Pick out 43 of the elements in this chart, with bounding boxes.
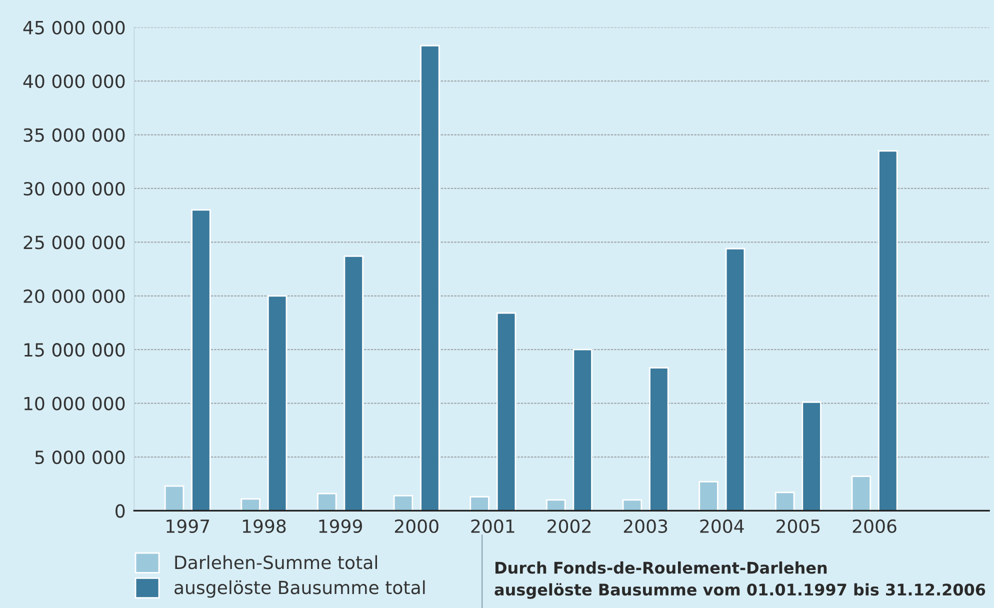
bar [191, 209, 211, 511]
legend-label: ausgelöste Bausumme total [174, 580, 425, 598]
bar [775, 492, 795, 511]
x-tick-label: 2002 [548, 519, 590, 534]
y-tick-label: 10 000 000 [24, 396, 125, 410]
bar [470, 496, 490, 511]
bar [317, 492, 337, 511]
x-tick-label: 2006 [852, 519, 896, 534]
bar [546, 499, 566, 511]
y-tick-label: 0 [116, 504, 125, 518]
x-tick-label: 1998 [242, 519, 286, 534]
text: Durch Fonds-de-Roulement-Darlehen ausgelöste Bausumme vom 01.01.1997 bis 31.12.2006 [494, 561, 986, 599]
x-tick-label: 2005 [776, 519, 820, 534]
bar [572, 348, 592, 511]
x-tick-label: 2004 [700, 519, 744, 534]
x-tick-label: 1999 [319, 519, 362, 534]
bar [164, 485, 184, 511]
bar [622, 499, 642, 511]
y-tick-label: 25 000 000 [24, 236, 125, 250]
y-tick-label: 15 000 000 [24, 343, 125, 357]
x-tick-label: 2003 [624, 519, 668, 534]
bar [393, 494, 414, 511]
y-tick-label: 5 000 000 [35, 450, 125, 464]
bar [267, 295, 288, 511]
y-tick-label: 30 000 000 [24, 182, 125, 196]
legend-label: Darlehen-Summe total [175, 555, 377, 570]
bar [698, 481, 718, 511]
x-tick-label: 2001 [471, 519, 514, 534]
bar [344, 255, 364, 511]
bar [496, 312, 516, 511]
bar [240, 498, 260, 511]
x-tick-label: 2000 [394, 519, 438, 534]
x-tick-label: 1997 [166, 519, 210, 534]
y-tick-label: 40 000 000 [23, 74, 125, 88]
bar [878, 150, 898, 511]
bar [802, 402, 822, 511]
bar [725, 248, 746, 511]
bar [649, 367, 669, 511]
y-tick-label: 45 000 000 [23, 20, 125, 34]
y-tick-label: 20 000 000 [24, 289, 125, 304]
y-tick-label: 35 000 000 [24, 128, 125, 142]
bar [420, 44, 440, 511]
bar [851, 476, 872, 511]
